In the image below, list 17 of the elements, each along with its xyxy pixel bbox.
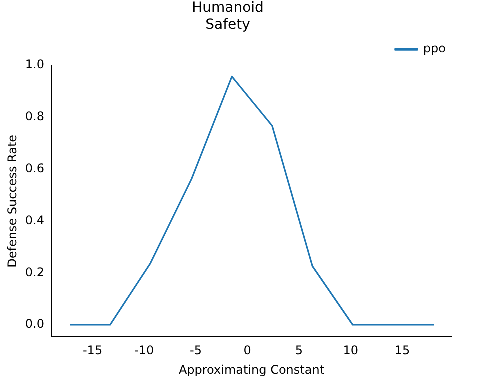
y-tick-label: 0.8 [25,110,44,124]
y-axis-title: Defense Success Rate [5,134,20,268]
y-tick-label: 1.0 [25,58,44,72]
chart-title: Humanoid Safety [192,0,264,33]
x-tick-label: 5 [295,344,304,358]
x-tick-label: 10 [343,344,358,358]
x-tick-label: 0 [244,344,252,358]
x-axis-title: Approximating Constant [178,362,325,377]
y-tick-label: 0.2 [25,265,44,280]
y-tick-label: 0.6 [25,161,44,176]
x-tick-label: -10 [134,344,154,358]
y-tick-label: 0.4 [25,213,44,228]
x-tick-label: 15 [394,344,410,358]
x-tick-label: -15 [82,344,103,358]
x-tick-label: -5 [190,344,202,358]
legend-label: ppo [423,42,446,56]
y-tick-label: 0.0 [25,317,44,332]
